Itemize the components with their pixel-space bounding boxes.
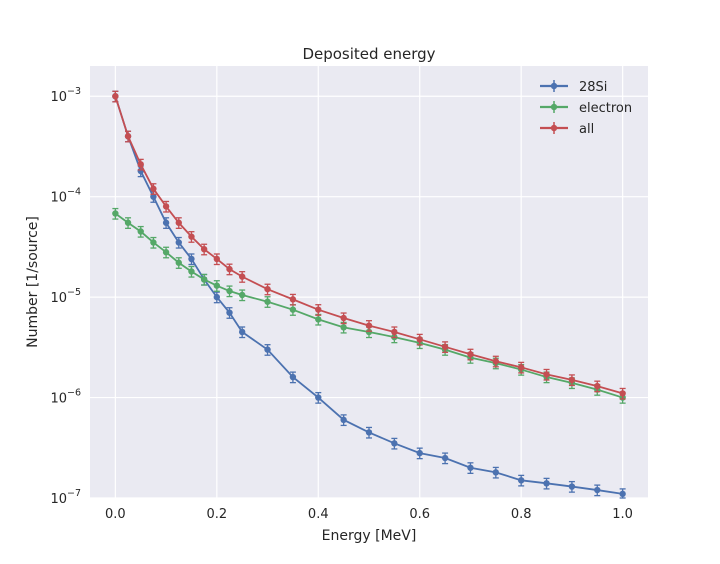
data-point	[315, 394, 322, 401]
y-tick-labels: 10−7 10−6 10−5 10−4 10−3	[50, 86, 81, 507]
data-point	[517, 477, 525, 484]
data-point	[137, 161, 144, 168]
data-point	[391, 328, 398, 336]
data-point	[467, 351, 474, 358]
data-point	[315, 316, 322, 323]
data-point	[619, 390, 626, 397]
data-point	[150, 239, 157, 246]
data-point	[340, 314, 347, 322]
data-point	[188, 233, 195, 240]
chart-title: Deposited energy	[302, 45, 435, 63]
data-point	[226, 287, 233, 295]
legend: 28Si electron all	[540, 80, 632, 137]
data-point	[543, 480, 550, 487]
y-tick-label: 10−4	[50, 187, 81, 206]
legend-label-electron: electron	[579, 101, 632, 116]
data-point	[517, 364, 525, 371]
y-axis-label: Number [1/source]	[25, 216, 41, 348]
legend-marker-electron	[550, 103, 558, 111]
data-point	[289, 296, 297, 303]
data-point	[162, 203, 170, 210]
legend-marker-28si	[550, 82, 558, 90]
data-point	[467, 464, 474, 471]
data-point	[289, 373, 297, 381]
legend-label-all: all	[579, 122, 594, 137]
data-point	[226, 309, 233, 316]
legend-label-28si: 28Si	[579, 80, 607, 95]
data-point	[150, 193, 157, 200]
legend-item-all: all	[540, 122, 594, 137]
data-point	[568, 483, 576, 490]
data-point	[200, 276, 208, 283]
x-tick-labels: 0.0 0.2 0.4 0.6 0.8 1.0	[105, 507, 633, 522]
data-point	[365, 429, 373, 436]
data-point	[213, 255, 221, 263]
data-point	[441, 343, 449, 351]
legend-marker-all	[550, 124, 558, 132]
data-point	[238, 291, 246, 299]
data-point	[112, 210, 119, 217]
x-tick-label: 0.4	[308, 507, 329, 522]
data-point	[340, 324, 347, 331]
data-point	[188, 268, 195, 275]
data-point	[175, 259, 182, 266]
data-point	[594, 486, 601, 494]
y-tick-label: 10−6	[50, 388, 81, 407]
x-axis-label: Energy [MeV]	[322, 528, 417, 544]
data-point	[416, 336, 423, 343]
data-point	[365, 322, 373, 329]
series-layer	[112, 90, 626, 499]
data-point	[150, 185, 157, 192]
x-tick-label: 0.8	[511, 507, 532, 522]
data-point	[188, 255, 195, 263]
data-point	[175, 219, 182, 226]
data-point	[416, 449, 423, 457]
series-line	[114, 95, 623, 395]
plot-background	[90, 66, 648, 498]
data-point	[175, 239, 182, 246]
data-point	[124, 219, 132, 226]
x-tick-label: 0.6	[409, 507, 430, 522]
data-point	[492, 469, 500, 476]
data-point	[289, 306, 297, 313]
data-point	[264, 285, 271, 293]
data-point	[238, 328, 246, 336]
y-tick-label: 10−7	[50, 488, 81, 507]
legend-item-electron: electron	[540, 101, 632, 116]
data-point	[137, 228, 144, 235]
y-tick-label: 10−3	[50, 86, 81, 105]
data-point	[315, 306, 322, 313]
x-tick-label: 0.2	[206, 507, 227, 522]
data-point	[492, 358, 500, 365]
data-point	[162, 249, 170, 256]
data-point	[441, 454, 449, 462]
data-point	[594, 382, 601, 390]
data-point	[200, 245, 208, 253]
data-point	[619, 490, 626, 498]
data-point	[340, 416, 347, 424]
data-point	[365, 328, 373, 336]
x-tick-label: 0.0	[105, 507, 126, 522]
data-point	[264, 298, 271, 305]
series-line	[114, 95, 623, 495]
series-all	[112, 90, 626, 400]
data-point	[124, 133, 132, 140]
data-point	[568, 376, 576, 384]
x-tick-label: 1.0	[612, 507, 633, 522]
data-point	[226, 265, 233, 273]
legend-item-28si: 28Si	[540, 80, 607, 95]
data-point	[391, 440, 398, 447]
data-point	[213, 282, 221, 289]
data-point	[213, 293, 221, 301]
data-point	[162, 219, 170, 226]
data-point	[112, 93, 119, 100]
data-point	[264, 346, 271, 353]
data-point	[238, 273, 246, 280]
y-tick-label: 10−5	[50, 287, 81, 306]
data-point	[543, 371, 550, 378]
